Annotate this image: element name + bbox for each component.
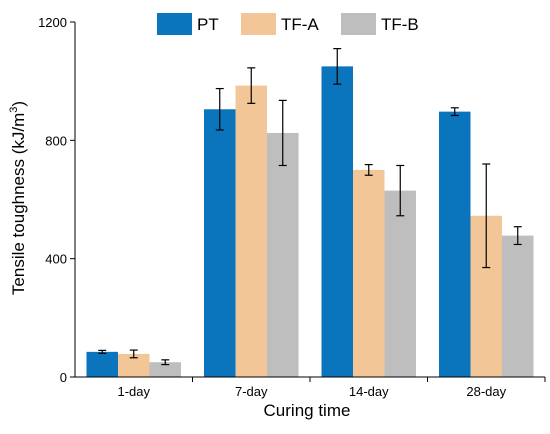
bars-layer [86,66,534,378]
bar-pt-7-day [204,109,236,377]
y-tick-label: 0 [60,370,67,385]
legend-swatch-tf-b [341,13,376,35]
bar-pt-14-day [321,66,353,377]
legend-label-tf-a: TF-A [281,15,319,34]
legend-label-pt: PT [197,15,219,34]
bar-pt-28-day [439,111,471,377]
y-tick-label: 400 [45,252,67,267]
tick-labels-layer: 0 400 800 1200 1-day 7-day 14-day 28-day [38,15,507,399]
bar-tf-b-7-day [267,132,299,377]
x-tick-label: 7-day [235,384,268,399]
legend-label-tf-b: TF-B [381,15,419,34]
legend-swatch-tf-a [241,13,276,35]
y-tick-label: 1200 [38,15,67,30]
bar-tf-a-14-day [353,169,385,377]
x-tick-label: 14-day [349,384,389,399]
x-axis-title: Curing time [264,401,351,420]
axes-layer [70,21,546,382]
y-tick-label: 800 [45,133,67,148]
bar-tf-b-28-day [502,235,534,377]
legend: PT TF-A TF-B [157,13,419,35]
x-tick-label: 28-day [466,384,506,399]
bar-tf-a-1-day [118,353,150,377]
error-bars-layer [98,48,522,366]
bar-tf-b-14-day [384,190,416,377]
x-tick-label: 1-day [117,384,150,399]
y-axis-title: Tensile toughness (kJ/m3) [8,101,28,295]
bar-tf-b-1-day [149,362,181,377]
legend-swatch-pt [157,13,192,35]
bar-tf-a-7-day [235,85,267,378]
bar-pt-1-day [86,351,118,377]
